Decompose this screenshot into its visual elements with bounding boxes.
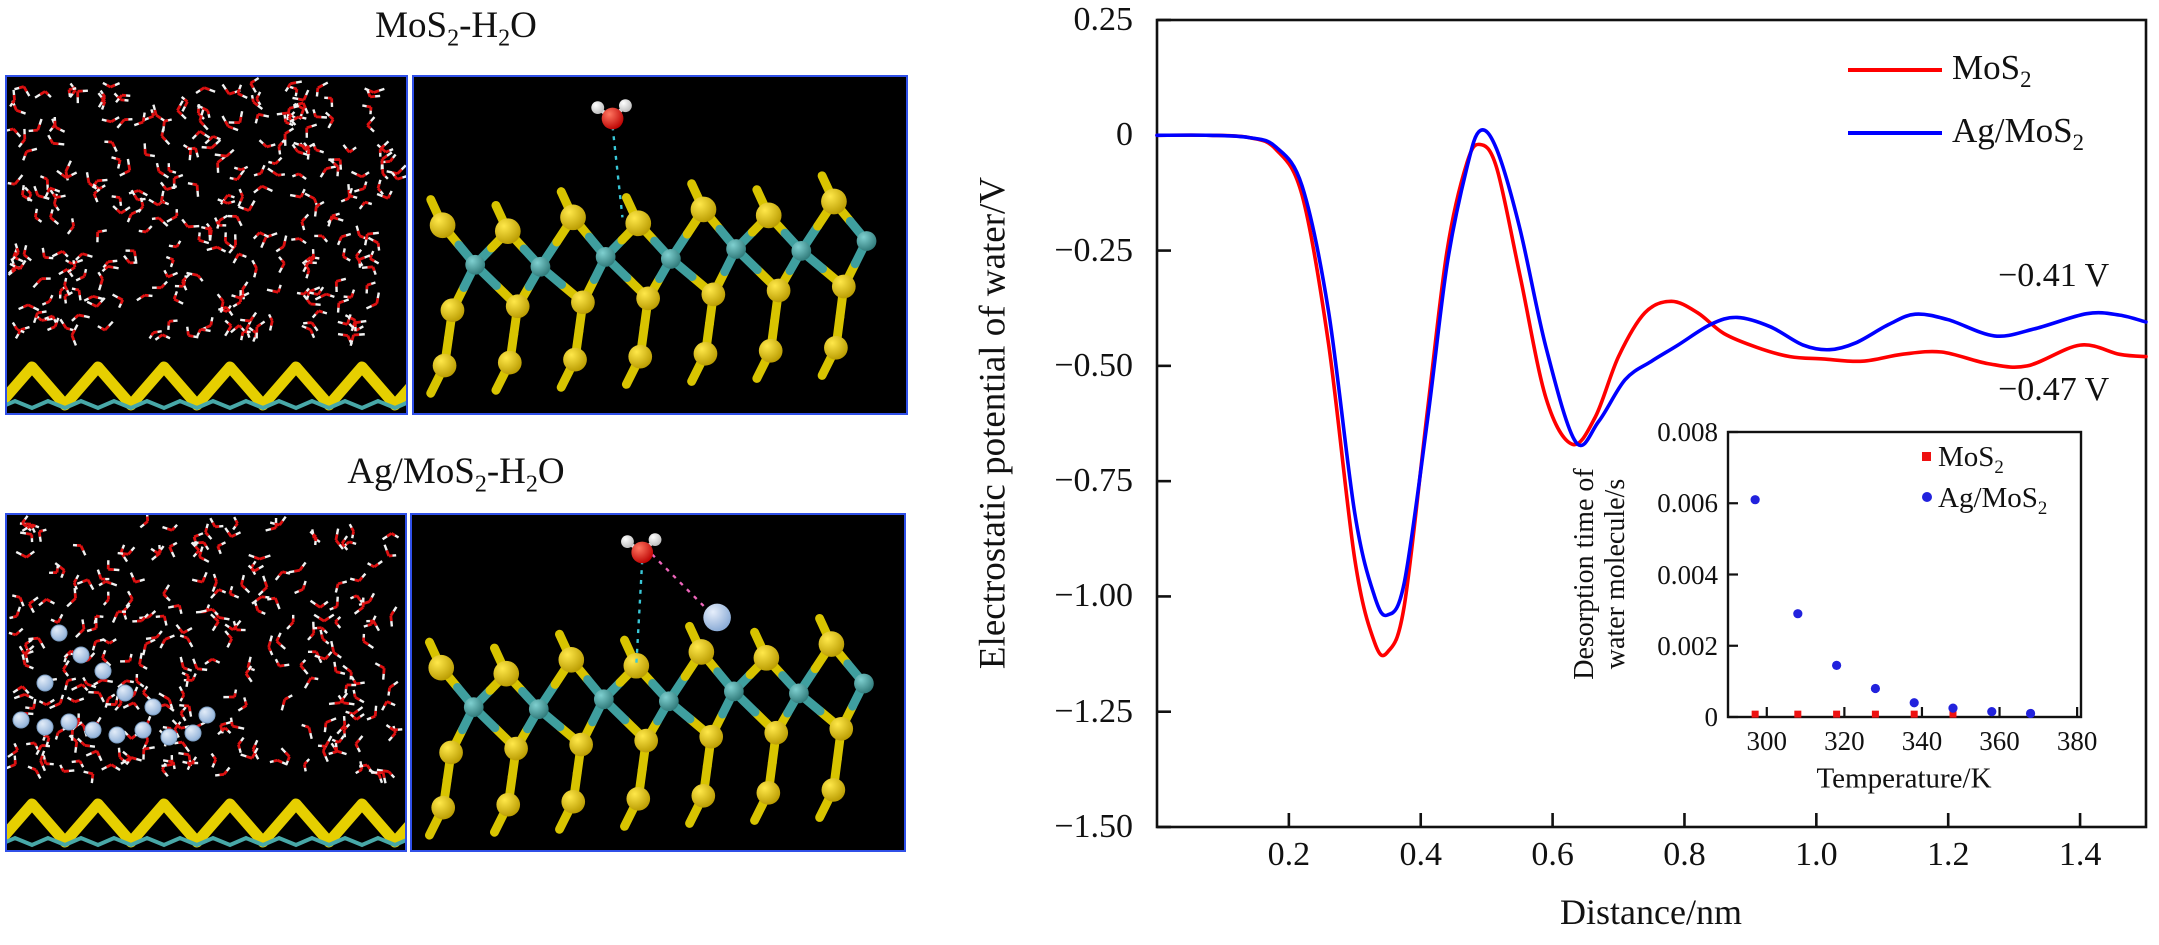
main-y-tick-label: −0.25	[1054, 231, 1133, 269]
inset-x-tick-label: 360	[1979, 726, 2020, 756]
inset-x-tick-label: 300	[1746, 726, 1788, 756]
water-molecules-group	[7, 77, 406, 347]
water-molecules-group	[7, 515, 403, 784]
annotation-minus-0-41-v: −0.41 V	[1998, 256, 2110, 294]
inset-point-ag-mos2	[1987, 707, 1997, 717]
water-hydrogen-atom	[591, 101, 605, 115]
inset-point-ag-mos2	[2025, 708, 2036, 719]
mos2-lattice-group	[424, 614, 874, 840]
main-y-tick-label: −0.50	[1054, 346, 1133, 384]
silver-atoms-group	[12, 624, 216, 746]
legend-label-mos2: MoS2	[1952, 48, 2032, 92]
inset-y-axis-label: Desorption time of water molecule/s	[1569, 468, 1631, 680]
inset-legend-label-ag-mos2: Ag/MoS2	[1938, 482, 2048, 519]
main-y-tick-label: −0.75	[1054, 462, 1133, 500]
inset-point-ag-mos2	[1832, 660, 1842, 670]
ag-mos2-water-md-snapshot-image	[5, 513, 407, 852]
inset-point-ag-mos2	[1870, 683, 1881, 694]
annotation-minus-0-47-v: −0.47 V	[1998, 370, 2110, 408]
main-x-tick-label: 1.2	[1926, 836, 1970, 873]
inset-y-tick-label: 0.004	[1657, 559, 1718, 590]
legend-line-ag-mos2	[1848, 131, 1942, 135]
main-y-tick-label: −1.00	[1054, 577, 1133, 615]
main-y-tick-label: −1.50	[1054, 808, 1133, 845]
inset-legend-label-mos2: MoS2	[1938, 441, 2004, 478]
inset-point-mos2	[1751, 710, 1759, 718]
inset-desorption-chart	[1726, 430, 2083, 719]
water-oxygen-atom	[601, 107, 624, 130]
inset-point-ag-mos2	[1909, 698, 1919, 708]
inset-x-tick-label: 380	[2056, 726, 2098, 756]
inset-y-tick-label: 0	[1704, 702, 1719, 732]
panel-title-ag-mos2-h2o: Ag/MoS2-H2O	[347, 451, 565, 498]
inset-y-tick-label: 0.002	[1657, 630, 1718, 661]
inset-y-tick-label: 0.006	[1657, 488, 1718, 519]
inset-point-ag-mos2	[1948, 703, 1958, 713]
inset-point-ag-mos2	[1750, 495, 1760, 505]
mos2-water-md-snapshot-image	[5, 75, 408, 415]
silver-adatom	[703, 603, 731, 632]
mos2-lattice-group	[426, 171, 877, 398]
main-x-tick-label: 0.4	[1399, 836, 1442, 873]
adsorbed-water-molecule-group	[591, 99, 632, 218]
inset-x-tick-label: 320	[1824, 726, 1865, 756]
water-hydrogen-atom	[618, 99, 632, 113]
main-y-tick-label: 0	[1116, 116, 1133, 154]
inset-y-tick-label: 0.008	[1657, 417, 1718, 447]
substrate-surface-group	[7, 361, 406, 411]
hydrogen-bond-dashed-line	[635, 560, 644, 665]
legend-label-ag-mos2: Ag/MoS2	[1952, 111, 2084, 155]
adsorbed-water-molecule-group	[621, 533, 731, 665]
inset-x-axis-label: Temperature/K	[1816, 762, 1992, 795]
inset-point-ag-mos2	[1793, 609, 1803, 619]
legend-line-mos2	[1848, 68, 1942, 72]
water-silver-bond-dashed-line	[651, 553, 713, 615]
main-x-axis-label: Distance/nm	[1560, 892, 1742, 932]
inset-legend-marker-mos2	[1922, 452, 1931, 461]
inset-y-axis-label-line1: Desorption time of	[1569, 468, 1600, 680]
ag-mos2-slab-water-molecule-image	[410, 513, 906, 852]
inset-y-axis-label-line2: water molecule/s	[1600, 478, 1631, 670]
main-y-tick-label: −1.25	[1054, 692, 1133, 730]
inset-point-mos2	[1833, 710, 1841, 718]
main-x-tick-label: 0.6	[1531, 836, 1574, 873]
inset-point-mos2	[1871, 710, 1879, 718]
inset-point-mos2	[1910, 710, 1918, 718]
inset-x-tick-label: 340	[1901, 726, 1943, 756]
inset-point-mos2	[1949, 710, 1957, 718]
main-x-tick-label: 1.4	[2058, 836, 2102, 873]
panel-title-mos2-h2o: MoS2-H2O	[375, 5, 537, 52]
mos2-slab-water-molecule-image	[412, 75, 908, 415]
water-oxygen-atom	[631, 541, 654, 564]
inset-legend-marker-ag-mos2	[1922, 492, 1932, 502]
water-hydrogen-atom	[621, 535, 634, 549]
main-x-tick-label: 1.0	[1795, 836, 1838, 873]
main-x-tick-label: 0.8	[1663, 836, 1706, 873]
main-x-tick-label: 0.2	[1267, 836, 1311, 873]
substrate-surface-group	[7, 798, 405, 848]
main-y-tick-label: 0.25	[1073, 1, 1134, 38]
inset-point-mos2	[1794, 710, 1802, 718]
water-hydrogen-atom	[648, 533, 662, 547]
